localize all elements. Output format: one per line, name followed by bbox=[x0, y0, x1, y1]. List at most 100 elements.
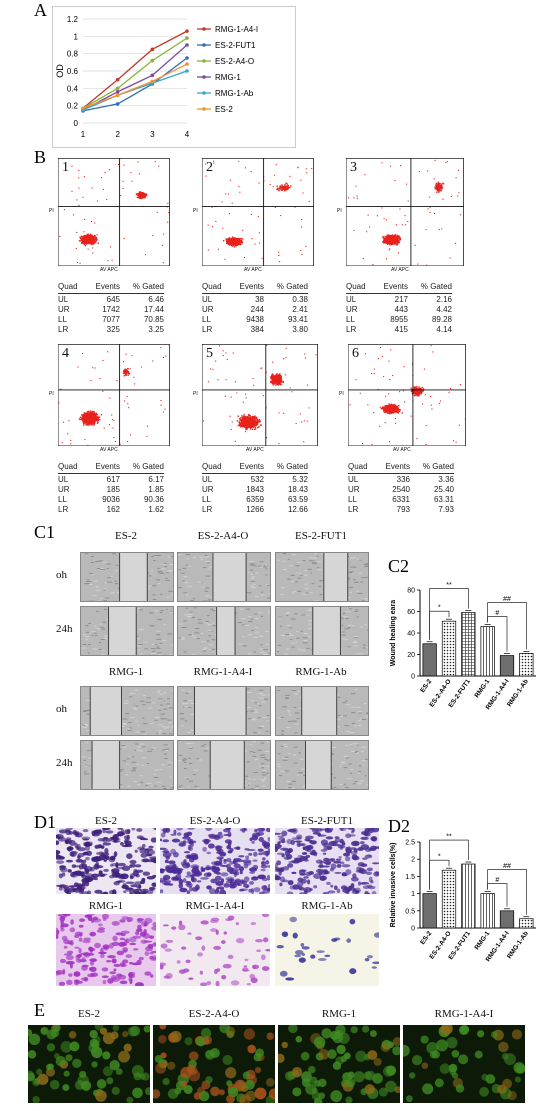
event-dot bbox=[275, 378, 278, 380]
event-dot bbox=[279, 373, 281, 375]
legend-label: ES-2-FUT1 bbox=[215, 41, 256, 50]
event-dot bbox=[279, 377, 281, 380]
event-dot bbox=[282, 381, 284, 384]
event-dot bbox=[97, 419, 99, 421]
event-dot bbox=[230, 396, 232, 398]
event-dot bbox=[241, 422, 243, 425]
event-dot bbox=[236, 237, 239, 240]
event-dot bbox=[237, 241, 239, 243]
event-dot bbox=[242, 419, 244, 421]
event-dot bbox=[95, 412, 97, 415]
column-header: Events bbox=[383, 282, 408, 291]
event-dot bbox=[356, 195, 358, 197]
event-dot bbox=[435, 188, 437, 191]
event-dot bbox=[278, 443, 280, 445]
event-dot bbox=[205, 175, 207, 177]
event-dot bbox=[244, 423, 247, 426]
event-dot bbox=[127, 368, 129, 370]
table-header: Quad Events% Gated bbox=[202, 282, 308, 294]
event-dot bbox=[137, 194, 139, 196]
event-dot bbox=[299, 413, 301, 415]
event-dot bbox=[94, 417, 96, 420]
event-dot bbox=[91, 412, 93, 415]
event-dot bbox=[395, 243, 397, 246]
event-dot bbox=[285, 374, 287, 376]
event-dot bbox=[280, 375, 282, 377]
event-dot bbox=[80, 236, 82, 238]
event-dot bbox=[82, 422, 85, 425]
legend-marker bbox=[202, 27, 206, 31]
event-dot bbox=[256, 423, 258, 425]
event-dot bbox=[125, 374, 127, 376]
event-dot bbox=[284, 186, 286, 189]
event-dot bbox=[89, 238, 92, 240]
event-dot bbox=[94, 420, 96, 423]
event-dot bbox=[234, 245, 237, 247]
event-dot bbox=[245, 425, 247, 428]
event-dot bbox=[123, 369, 126, 371]
event-dot bbox=[87, 415, 90, 418]
table-row: UL 217 2.16 bbox=[346, 295, 452, 305]
event-dot bbox=[398, 235, 400, 237]
event-dot bbox=[353, 197, 355, 199]
event-dot bbox=[131, 355, 133, 357]
scatter-plot bbox=[201, 158, 314, 267]
event-dot bbox=[241, 424, 244, 427]
event-dot bbox=[91, 242, 93, 244]
event-dot bbox=[87, 411, 89, 414]
event-dot bbox=[87, 239, 89, 242]
event-dot bbox=[386, 239, 388, 241]
event-dot bbox=[90, 421, 92, 424]
event-dot bbox=[142, 192, 145, 194]
event-dot bbox=[233, 240, 235, 243]
event-dot bbox=[238, 423, 241, 426]
event-dot bbox=[226, 240, 228, 242]
event-dot bbox=[92, 236, 95, 238]
event-dot bbox=[258, 232, 260, 234]
event-dot bbox=[245, 417, 248, 419]
event-dot bbox=[244, 422, 246, 424]
table-row: LL 7077 70.85 bbox=[58, 315, 164, 325]
event-dot bbox=[240, 241, 243, 243]
event-dot bbox=[89, 236, 91, 238]
event-dot bbox=[280, 188, 282, 191]
table-cell: 17.44 bbox=[143, 305, 164, 314]
table-row: LR 325 3.25 bbox=[58, 325, 164, 335]
event-dot bbox=[253, 423, 255, 425]
table-row: UL 38 0.38 bbox=[202, 295, 308, 305]
event-dot bbox=[249, 416, 251, 419]
event-dot bbox=[276, 373, 278, 375]
event-dot bbox=[388, 249, 390, 251]
event-dot bbox=[251, 417, 254, 419]
event-dot bbox=[240, 238, 243, 240]
event-dot bbox=[271, 379, 274, 381]
event-dot bbox=[383, 218, 385, 220]
event-dot bbox=[243, 424, 246, 426]
x-axis-label: AV APC bbox=[100, 267, 118, 273]
event-dot bbox=[389, 243, 391, 245]
table-cell: 70.85 bbox=[143, 315, 164, 324]
event-dot bbox=[436, 184, 439, 187]
event-dot bbox=[439, 187, 441, 189]
event-dot bbox=[308, 200, 310, 202]
event-dot bbox=[418, 171, 420, 173]
event-dot bbox=[82, 415, 85, 418]
event-dot bbox=[123, 375, 125, 377]
event-dot bbox=[414, 244, 416, 246]
table-cell: 2.16 bbox=[436, 295, 452, 304]
event-dot bbox=[82, 196, 84, 198]
event-dot bbox=[79, 236, 81, 239]
event-dot bbox=[439, 182, 441, 185]
event-dot bbox=[158, 165, 160, 167]
y-axis-label: PI bbox=[49, 208, 54, 214]
table-cell: 6.46 bbox=[148, 295, 164, 304]
scatter-plot bbox=[201, 344, 319, 447]
event-dot bbox=[250, 416, 252, 419]
event-dot bbox=[94, 418, 96, 421]
event-dot bbox=[129, 434, 132, 436]
event-dot bbox=[438, 188, 440, 190]
event-dot bbox=[83, 240, 86, 242]
event-dot bbox=[85, 419, 87, 422]
event-dot bbox=[213, 162, 215, 164]
table-row: UR 443 4.42 bbox=[346, 305, 452, 315]
